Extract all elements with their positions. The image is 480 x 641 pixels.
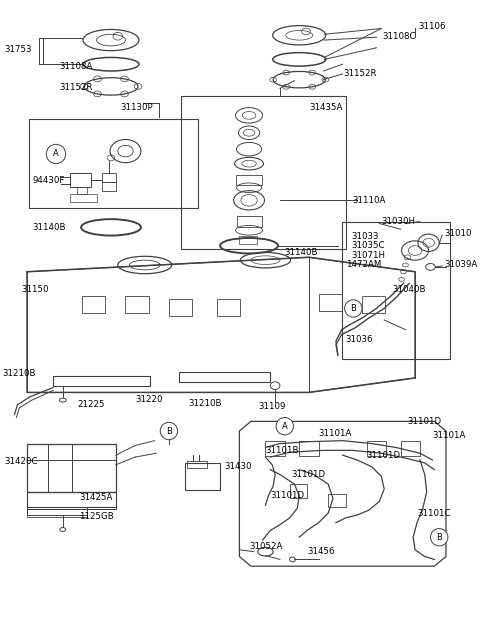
- Text: B: B: [436, 533, 442, 542]
- Text: B: B: [350, 304, 356, 313]
- Bar: [181, 96, 346, 249]
- Bar: [27, 444, 116, 492]
- Bar: [328, 494, 346, 507]
- Text: 31109: 31109: [259, 403, 286, 412]
- Bar: [217, 299, 240, 316]
- Text: 31101B: 31101B: [265, 446, 299, 455]
- Text: 31210B: 31210B: [2, 369, 36, 378]
- Text: 31033: 31033: [351, 231, 379, 240]
- Bar: [185, 463, 220, 490]
- Text: 31435A: 31435A: [309, 103, 342, 112]
- Text: 31101D: 31101D: [291, 470, 325, 479]
- Bar: [342, 222, 450, 358]
- Text: 31030H: 31030H: [381, 217, 415, 226]
- Text: 31753: 31753: [5, 46, 32, 54]
- Bar: [169, 299, 192, 316]
- Text: 31220: 31220: [135, 395, 163, 404]
- Bar: [299, 440, 319, 456]
- Text: 31430: 31430: [224, 462, 252, 471]
- Bar: [362, 296, 385, 313]
- Text: A: A: [282, 422, 288, 431]
- Text: 31101C: 31101C: [417, 508, 451, 517]
- Text: 31035C: 31035C: [351, 241, 385, 250]
- Text: 31456: 31456: [307, 547, 335, 556]
- Text: 31152R: 31152R: [344, 69, 377, 78]
- Text: 31108C: 31108C: [382, 31, 416, 41]
- Text: 31039A: 31039A: [444, 260, 477, 269]
- Text: 21225: 21225: [77, 401, 105, 410]
- Bar: [70, 173, 91, 187]
- Text: 1125GB: 1125GB: [79, 512, 114, 521]
- Text: 31071H: 31071H: [351, 251, 385, 260]
- Text: 31152R: 31152R: [60, 83, 93, 92]
- Text: 31140B: 31140B: [285, 248, 318, 257]
- Bar: [236, 175, 262, 185]
- Bar: [27, 509, 87, 517]
- Bar: [82, 296, 105, 313]
- Text: 31106: 31106: [418, 22, 445, 31]
- Bar: [179, 372, 270, 382]
- Bar: [401, 440, 420, 456]
- Text: 31425A: 31425A: [79, 493, 112, 502]
- Text: B: B: [166, 426, 172, 435]
- Circle shape: [160, 422, 178, 440]
- Text: 31210B: 31210B: [188, 399, 222, 408]
- Text: 1472AM: 1472AM: [346, 260, 381, 269]
- Circle shape: [47, 144, 66, 163]
- Text: 31101A: 31101A: [432, 431, 466, 440]
- Bar: [27, 492, 116, 509]
- Bar: [27, 492, 116, 507]
- Text: 31420C: 31420C: [5, 458, 38, 467]
- Bar: [187, 461, 206, 468]
- Bar: [102, 173, 116, 182]
- Text: 31101D: 31101D: [270, 491, 304, 500]
- Circle shape: [276, 417, 293, 435]
- Text: 31130P: 31130P: [120, 103, 153, 112]
- Bar: [29, 119, 198, 208]
- Text: 31140B: 31140B: [33, 223, 66, 232]
- Text: 31108A: 31108A: [60, 62, 93, 71]
- Text: 31036: 31036: [346, 335, 373, 344]
- Text: 31010: 31010: [444, 229, 471, 238]
- Text: 31052A: 31052A: [249, 542, 282, 551]
- Bar: [102, 182, 116, 190]
- Text: 31150: 31150: [21, 285, 49, 294]
- Bar: [240, 236, 257, 244]
- Bar: [237, 216, 262, 228]
- Bar: [367, 440, 386, 456]
- Text: 31101A: 31101A: [319, 429, 352, 438]
- Text: A: A: [53, 149, 59, 158]
- Bar: [125, 296, 149, 313]
- Bar: [265, 440, 285, 456]
- Text: 31040B: 31040B: [392, 285, 425, 294]
- Circle shape: [345, 300, 362, 317]
- Text: 31110A: 31110A: [352, 196, 386, 205]
- Text: 94430F: 94430F: [33, 176, 65, 185]
- Bar: [77, 187, 87, 194]
- Bar: [53, 376, 150, 386]
- Text: 31101D: 31101D: [367, 451, 401, 460]
- Bar: [319, 294, 342, 312]
- Bar: [289, 484, 307, 497]
- Bar: [27, 507, 87, 515]
- Circle shape: [431, 529, 448, 546]
- Text: 31101D: 31101D: [408, 417, 442, 426]
- Bar: [70, 194, 96, 203]
